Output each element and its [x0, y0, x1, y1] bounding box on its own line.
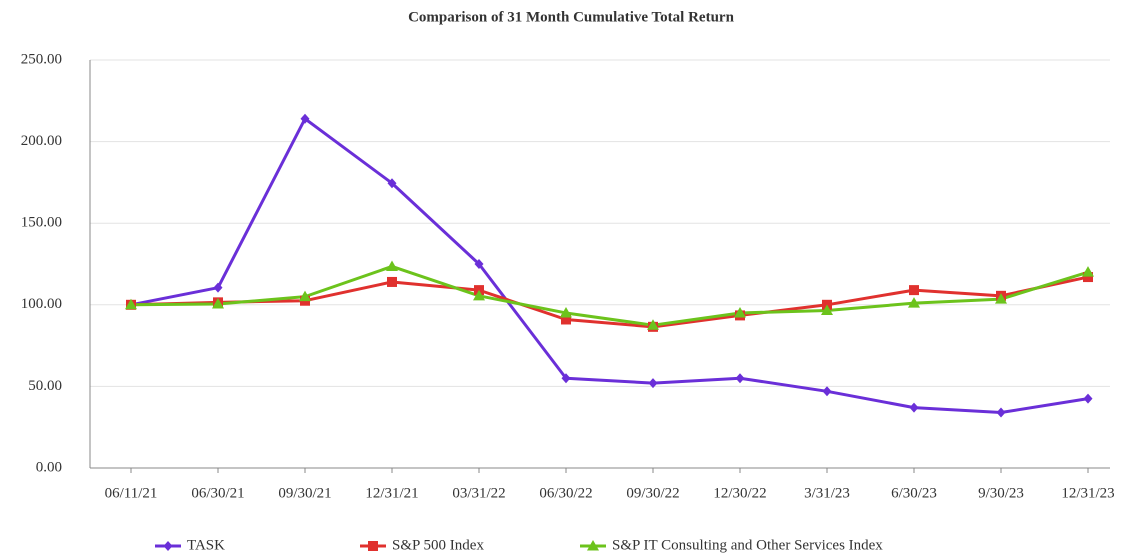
data-point — [908, 297, 920, 308]
y-tick-label: 100.00 — [21, 296, 62, 312]
legend-marker — [163, 541, 173, 551]
x-tick-label: 06/30/21 — [191, 485, 244, 501]
data-point — [1083, 272, 1093, 283]
data-point — [909, 402, 919, 413]
data-point — [735, 373, 745, 384]
x-tick-label: 06/30/22 — [539, 485, 592, 501]
y-tick-label: 150.00 — [21, 215, 62, 231]
y-tick-label: 0.00 — [36, 459, 62, 475]
x-tick-label: 3/31/23 — [804, 485, 850, 501]
x-tick-label: 06/11/21 — [105, 485, 158, 501]
legend-label: TASK — [187, 537, 225, 553]
legend-marker — [368, 541, 378, 551]
legend-label: S&P 500 Index — [392, 537, 484, 553]
data-point — [996, 407, 1006, 418]
chart-title: Comparison of 31 Month Cumulative Total … — [408, 9, 735, 25]
x-tick-label: 6/30/23 — [891, 485, 937, 501]
x-tick-label: 12/31/21 — [365, 485, 418, 501]
data-point — [474, 259, 484, 269]
data-point — [125, 298, 137, 310]
data-point — [473, 289, 485, 301]
data-point — [561, 314, 571, 325]
x-tick-label: 03/31/22 — [452, 485, 505, 501]
series-line — [130, 275, 1089, 329]
x-tick-label: 09/30/22 — [626, 485, 679, 501]
data-point — [647, 319, 659, 330]
legend-label: S&P IT Consulting and Other Services Ind… — [612, 537, 883, 553]
data-point — [648, 378, 658, 389]
data-point — [821, 304, 833, 316]
data-point — [387, 276, 397, 287]
data-point — [909, 285, 919, 296]
data-point — [212, 297, 224, 309]
y-tick-label: 250.00 — [21, 51, 62, 67]
series-line — [130, 117, 1089, 415]
data-point — [213, 282, 223, 293]
y-tick-label: 50.00 — [28, 378, 62, 394]
data-point — [386, 260, 398, 271]
data-point — [1082, 266, 1094, 277]
data-point — [734, 306, 746, 318]
x-tick-label: 9/30/23 — [978, 485, 1024, 501]
data-point — [387, 178, 397, 189]
data-point — [299, 290, 311, 302]
x-tick-label: 09/30/21 — [278, 485, 331, 501]
data-point — [1083, 393, 1093, 404]
legend-marker — [587, 540, 599, 551]
x-tick-label: 12/31/23 — [1061, 485, 1114, 501]
y-tick-label: 200.00 — [21, 133, 62, 149]
data-point — [822, 386, 832, 397]
data-point — [300, 113, 310, 124]
x-tick-label: 12/30/22 — [713, 485, 766, 501]
data-point — [561, 373, 571, 384]
series-line — [130, 264, 1089, 327]
data-point — [560, 306, 572, 318]
data-point — [995, 293, 1007, 304]
